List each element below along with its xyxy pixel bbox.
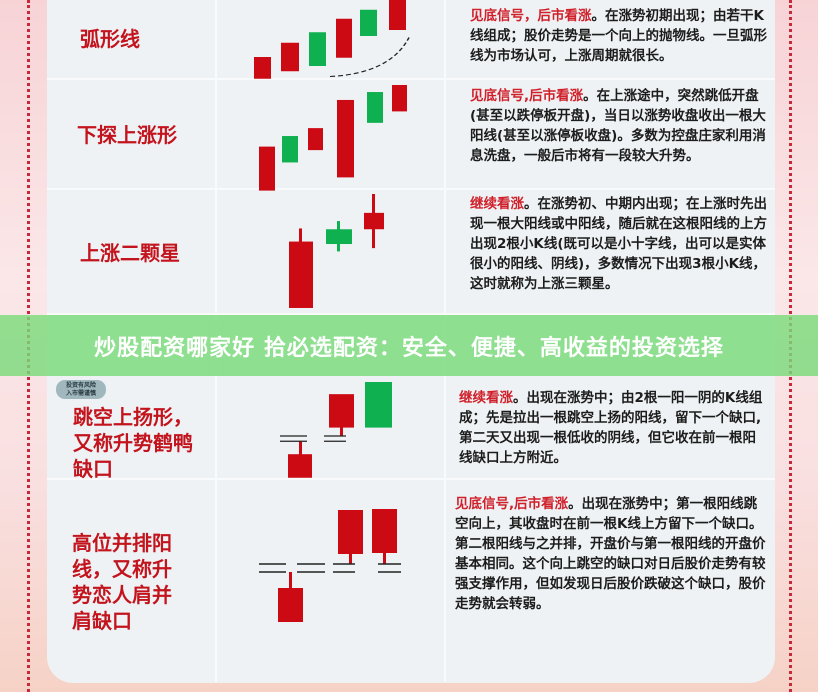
pattern-title: 弧形线: [80, 27, 140, 51]
red-candle: [278, 588, 303, 622]
red-candle: [389, 0, 406, 30]
candle-wick: [299, 228, 302, 243]
description-text: 。在上涨途中，突然跳低开盘(甚至以跌停板开盘)，当日以涨势收盘收出一根大阳线(甚…: [470, 88, 766, 164]
pattern-row-4: [47, 376, 775, 480]
candle-wick: [340, 424, 343, 436]
pattern-description: 见底信号，后市看涨。在涨势初期出现；由若干K线组成；股价走势是一个向上的抛物线。…: [470, 6, 770, 66]
pattern-description: 见底信号,后市看涨。在上涨途中，突然跳低开盘(甚至以跌停板开盘)，当日以涨势收盘…: [470, 86, 770, 166]
red-candle: [289, 241, 313, 308]
candle-wick: [289, 572, 292, 589]
pattern-title: 跳空上扬形，又称升势鹤鸭缺口: [73, 405, 193, 481]
green-candle: [367, 92, 383, 123]
red-candle: [337, 99, 354, 178]
green-candle: [326, 229, 352, 245]
red-candle: [338, 510, 363, 554]
risk-warning-badge: 投资有风险 入市需谨慎: [56, 380, 106, 399]
signal-label: 见底信号,后市看涨: [455, 496, 569, 512]
pattern-title: 上涨二颗星: [80, 241, 180, 265]
red-candle: [288, 454, 312, 478]
signal-label: 见底信号,后市看涨: [470, 88, 584, 104]
row1-candles: [254, 0, 410, 79]
signal-label: 见底信号，后市看涨: [470, 8, 592, 24]
pattern-description: 继续看涨。出现在涨势中；由2根一阳一阴的K线组成；先是拉出一根跳空上扬的阳线，留…: [459, 388, 764, 468]
green-candle: [282, 136, 298, 163]
red-candle: [254, 57, 271, 79]
description-text: 。出现在涨势中；第一根阳线跳空向上，其收盘时在前一根K线上方留下一个缺口。第二根…: [455, 496, 766, 612]
ad-banner[interactable]: 炒股配资哪家好 拾必选配资：安全、便捷、高收益的投资选择: [0, 315, 818, 376]
green-candle: [309, 32, 326, 66]
banner-text: 炒股配资哪家好 拾必选配资：安全、便捷、高收益的投资选择: [94, 335, 724, 361]
red-candle: [259, 146, 275, 191]
description-text: 。出现在涨势中；由2根一阳一阴的K线组成；先是拉出一根跳空上扬的阳线，留下一个缺…: [459, 390, 763, 466]
pattern-title: 高位并排阳线，又称升势恋人肩并肩缺口: [72, 531, 172, 633]
pattern-description: 见底信号,后市看涨。出现在涨势中；第一根阳线跳空向上，其收盘时在前一根K线上方留…: [455, 494, 767, 614]
green-candle: [365, 382, 392, 428]
signal-label: 继续看涨: [470, 196, 524, 212]
pattern-row-1: [47, 0, 775, 80]
pattern-row-2: [47, 80, 775, 190]
red-candle: [329, 394, 354, 428]
row2-candles: [259, 85, 407, 191]
row5-candles: [259, 509, 401, 622]
badge-line: 入市需谨慎: [65, 390, 96, 397]
red-candle: [392, 85, 407, 112]
signal-label: 继续看涨: [459, 390, 513, 406]
red-candle: [372, 509, 397, 553]
green-candle: [360, 9, 377, 36]
pattern-title: 下探上涨形: [77, 123, 177, 147]
red-candle: [364, 212, 384, 230]
candle-wick: [383, 550, 386, 564]
candle-wick: [349, 550, 352, 564]
red-candle: [281, 42, 299, 72]
badge-line: 投资有风险: [65, 382, 96, 389]
pattern-row-3: [47, 190, 775, 315]
description-text: 。在涨势初期出现；由若干K线组成；股价走势是一个向上的抛物线。一旦弧形线为市场认…: [470, 8, 767, 64]
row3-candles: [289, 194, 384, 308]
pattern-description: 继续看涨。在涨势初、中期内出现；在上涨时先出现一根大阳线或中阳线，随后就在这根阳…: [470, 194, 770, 294]
arc-dashed-curve: [329, 37, 410, 78]
description-text: 。在涨势初、中期内出现；在上涨时先出现一根大阳线或中阳线，随后就在这根阳线的上方…: [470, 196, 767, 292]
red-candle: [308, 128, 323, 151]
row4-candles: [280, 382, 392, 478]
candle-wick: [299, 441, 302, 455]
red-candle: [336, 18, 352, 58]
